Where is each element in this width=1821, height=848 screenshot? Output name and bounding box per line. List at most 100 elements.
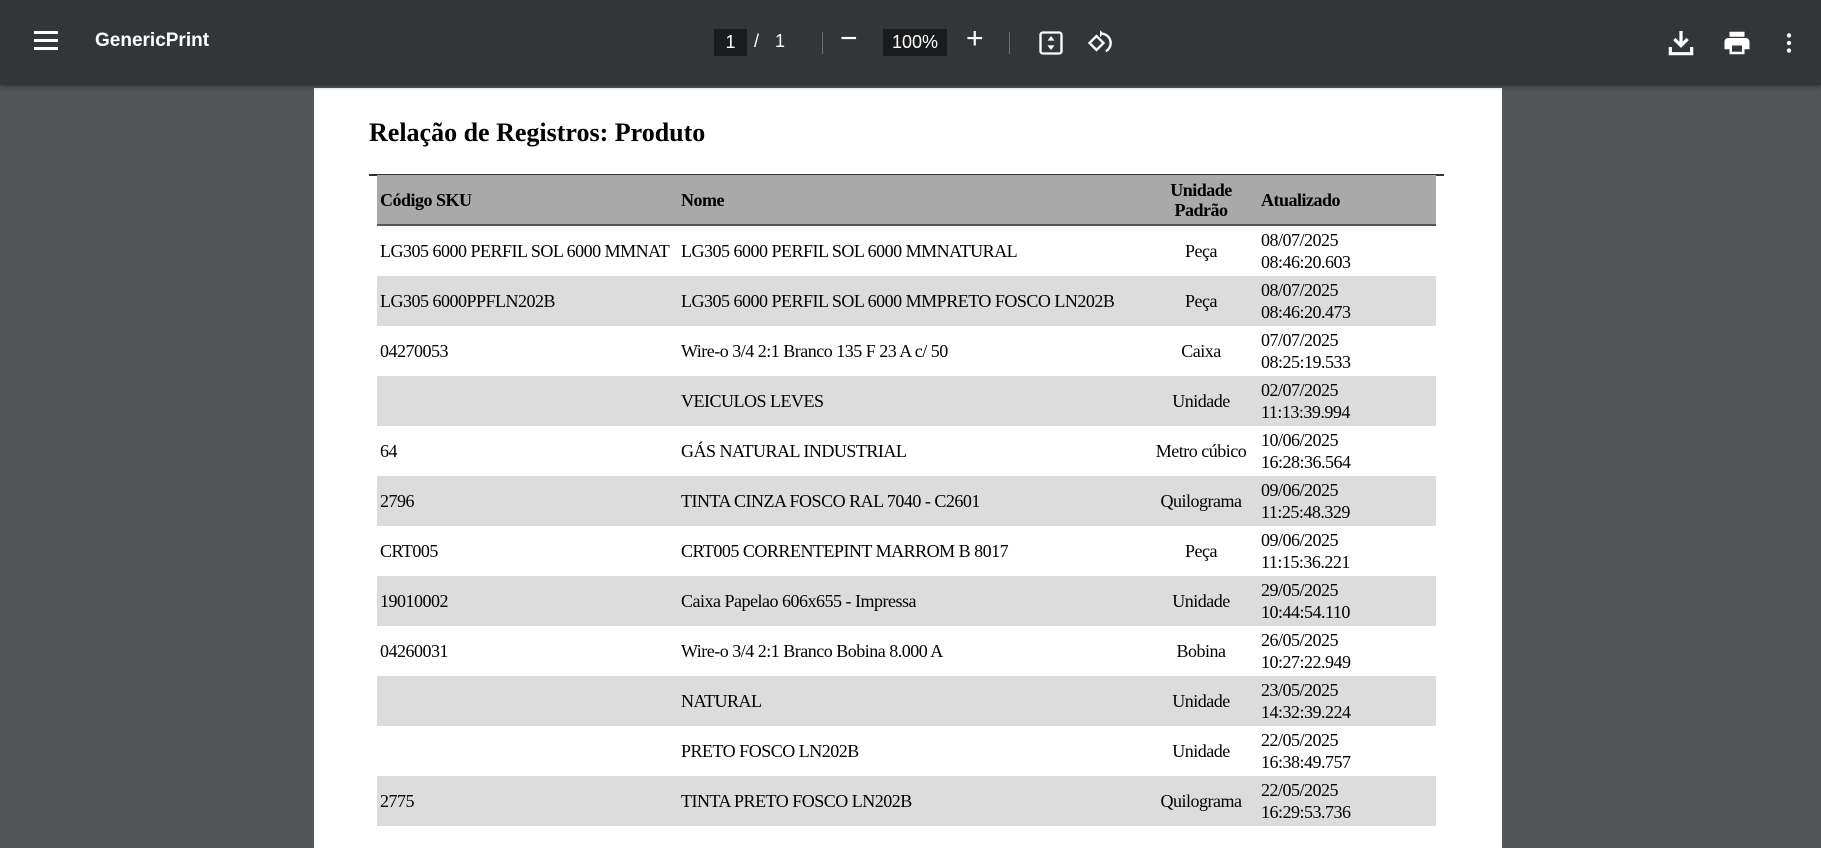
updated-time: 11:25:48.329 (1261, 502, 1350, 522)
updated-date: 08/07/2025 (1261, 280, 1339, 300)
table-row: 2775 TINTA PRETO FOSCO LN202B Quilograma 22… (377, 776, 1436, 826)
zoom-in-button[interactable]: + (966, 22, 984, 55)
updated-date: 22/05/2025 (1261, 730, 1339, 750)
nome-cell: Wire-o 3/4 2:1 Branco Bobina 8.000 A (681, 641, 943, 661)
more-vert-icon[interactable] (1776, 28, 1802, 58)
unidade-cell: Unidade (1144, 576, 1258, 626)
updated-time: 11:15:36.221 (1261, 552, 1350, 572)
sku-cell: 2775 (377, 776, 678, 826)
updated-time: 08:46:20.473 (1261, 302, 1351, 322)
column-header-nome: Nome (678, 175, 1144, 226)
table-row: VEICULOS LEVES Unidade 02/07/2025 11:13:39.… (377, 376, 1436, 426)
fit-page-icon[interactable] (1037, 29, 1065, 57)
updated-date: 09/06/2025 (1261, 480, 1339, 500)
nome-cell: TINTA PRETO FOSCO LN202B (678, 776, 1144, 826)
document-title: GenericPrint (95, 30, 210, 51)
nome-cell: TINTA CINZA FOSCO RAL 7040 - C2601 (678, 476, 1144, 526)
atualizado-cell: 10/06/2025 16:28:36.564 (1258, 426, 1436, 476)
atualizado-cell: 26/05/2025 10:27:22.949 (1258, 626, 1436, 676)
updated-date: 08/07/2025 (1261, 230, 1339, 250)
atualizado-cell: 09/06/2025 11:25:48.329 (1258, 476, 1436, 526)
table-row: LG305 6000PPFLN202B LG305 6000 PERFIL SOL… (377, 276, 1436, 326)
download-icon[interactable] (1665, 27, 1697, 59)
table-row: NATURAL Unidade 23/05/2025 14:32:39.224 (377, 676, 1436, 726)
updated-date: 10/06/2025 (1261, 430, 1339, 450)
sku-cell (377, 376, 678, 426)
table-row: 64 GÁS NATURAL INDUSTRIAL Metro cúbico 10/0… (377, 426, 1436, 476)
sku-cell: 2796 (377, 476, 678, 526)
unidade-cell: Caixa (1181, 341, 1221, 361)
updated-time: 16:28:36.564 (1261, 452, 1351, 472)
atualizado-cell: 09/06/2025 11:15:36.221 (1258, 526, 1436, 576)
unidade-cell: Metro cúbico (1155, 441, 1247, 461)
updated-time: 16:38:49.757 (1261, 752, 1351, 772)
updated-date: 22/05/2025 (1261, 780, 1339, 800)
updated-time: 14:32:39.224 (1261, 702, 1351, 722)
page-number-input[interactable]: 1 (714, 29, 747, 56)
column-header-atualizado: Atualizado (1258, 175, 1436, 226)
column-header-unidade: Unidade Padrão (1144, 175, 1258, 226)
rotate-icon[interactable] (1086, 29, 1114, 57)
column-header-sku: Código SKU (377, 175, 678, 226)
sku-cell: 64 (380, 441, 398, 461)
nome-cell: PRETO FOSCO LN202B (681, 741, 859, 761)
pdf-page: Relação de Registros: Produto Código SKU… (314, 88, 1502, 848)
updated-time: 08:25:19.533 (1261, 352, 1351, 372)
table-row: 19010002 Caixa Papelao 606x655 - Impressa… (377, 576, 1436, 626)
toolbar-divider (822, 32, 823, 54)
atualizado-cell: 22/05/2025 16:38:49.757 (1258, 726, 1436, 776)
atualizado-cell: 07/07/2025 08:25:19.533 (1258, 326, 1436, 376)
nome-cell: NATURAL (678, 676, 1144, 726)
table-row: 04260031 Wire-o 3/4 2:1 Branco Bobina 8.0… (377, 626, 1436, 676)
updated-time: 10:27:22.949 (1261, 652, 1351, 672)
unidade-cell: Unidade (1172, 741, 1230, 761)
unidade-cell: Unidade (1144, 376, 1258, 426)
table-row: 2796 TINTA CINZA FOSCO RAL 7040 - C2601 Qu… (377, 476, 1436, 526)
sku-cell: LG305 6000 PERFIL SOL 6000 MMNAT (380, 241, 670, 261)
pdf-toolbar: GenericPrint 1 / 1 − 100% + (0, 0, 1821, 85)
updated-date: 23/05/2025 (1261, 680, 1339, 700)
nome-cell: LG305 6000 PERFIL SOL 6000 MMNATURAL (681, 241, 1018, 261)
sku-cell (377, 726, 678, 776)
nome-cell: CRT005 CORRENTEPINT MARROM B 8017 (681, 541, 1009, 561)
updated-date: 29/05/2025 (1261, 580, 1339, 600)
atualizado-cell: 02/07/2025 11:13:39.994 (1258, 376, 1436, 426)
zoom-out-button[interactable]: − (840, 22, 858, 55)
table-row: CRT005 CRT005 CORRENTEPINT MARROM B 8017 P… (377, 526, 1436, 576)
menu-icon[interactable] (34, 31, 58, 51)
nome-cell: Caixa Papelao 606x655 - Impressa (678, 576, 1144, 626)
updated-date: 26/05/2025 (1261, 630, 1339, 650)
zoom-level-input[interactable]: 100% (883, 29, 947, 56)
atualizado-cell: 29/05/2025 10:44:54.110 (1258, 576, 1436, 626)
table-row: LG305 6000 PERFIL SOL 6000 MMNAT LG305 60… (377, 225, 1436, 276)
sku-cell: 04260031 (380, 641, 449, 661)
updated-time: 11:13:39.994 (1261, 402, 1350, 422)
unidade-cell: Quilograma (1144, 776, 1258, 826)
page-separator: / (754, 31, 760, 51)
unidade-cell: Quilograma (1144, 476, 1258, 526)
nome-cell: GÁS NATURAL INDUSTRIAL (681, 441, 907, 461)
nome-cell: VEICULOS LEVES (678, 376, 1144, 426)
sku-cell (377, 676, 678, 726)
updated-date: 09/06/2025 (1261, 530, 1339, 550)
atualizado-cell: 23/05/2025 14:32:39.224 (1258, 676, 1436, 726)
table-header-row: Código SKU Nome Unidade Padrão Atualizad… (377, 175, 1436, 226)
updated-time: 08:46:20.603 (1261, 252, 1351, 272)
products-table: Código SKU Nome Unidade Padrão Atualizad… (377, 175, 1436, 826)
page-total: 1 (775, 31, 786, 51)
unidade-cell: Peça (1144, 276, 1258, 326)
updated-time: 16:29:53.736 (1261, 802, 1351, 822)
atualizado-cell: 08/07/2025 08:46:20.473 (1258, 276, 1436, 326)
sku-cell: CRT005 (380, 541, 438, 561)
unidade-cell: Peça (1185, 541, 1217, 561)
unidade-cell: Bobina (1176, 641, 1227, 661)
atualizado-cell: 08/07/2025 08:46:20.603 (1258, 225, 1436, 276)
updated-time: 10:44:54.110 (1261, 602, 1350, 622)
print-icon[interactable] (1722, 28, 1752, 58)
report-title: Relação de Registros: Produto (369, 118, 706, 147)
atualizado-cell: 22/05/2025 16:29:53.736 (1258, 776, 1436, 826)
nome-cell: LG305 6000 PERFIL SOL 6000 MMPRETO FOSCO… (678, 276, 1144, 326)
table-row: PRETO FOSCO LN202B Unidade 22/05/2025 16:38… (377, 726, 1436, 776)
sku-cell: 04270053 (380, 341, 449, 361)
updated-date: 07/07/2025 (1261, 330, 1339, 350)
